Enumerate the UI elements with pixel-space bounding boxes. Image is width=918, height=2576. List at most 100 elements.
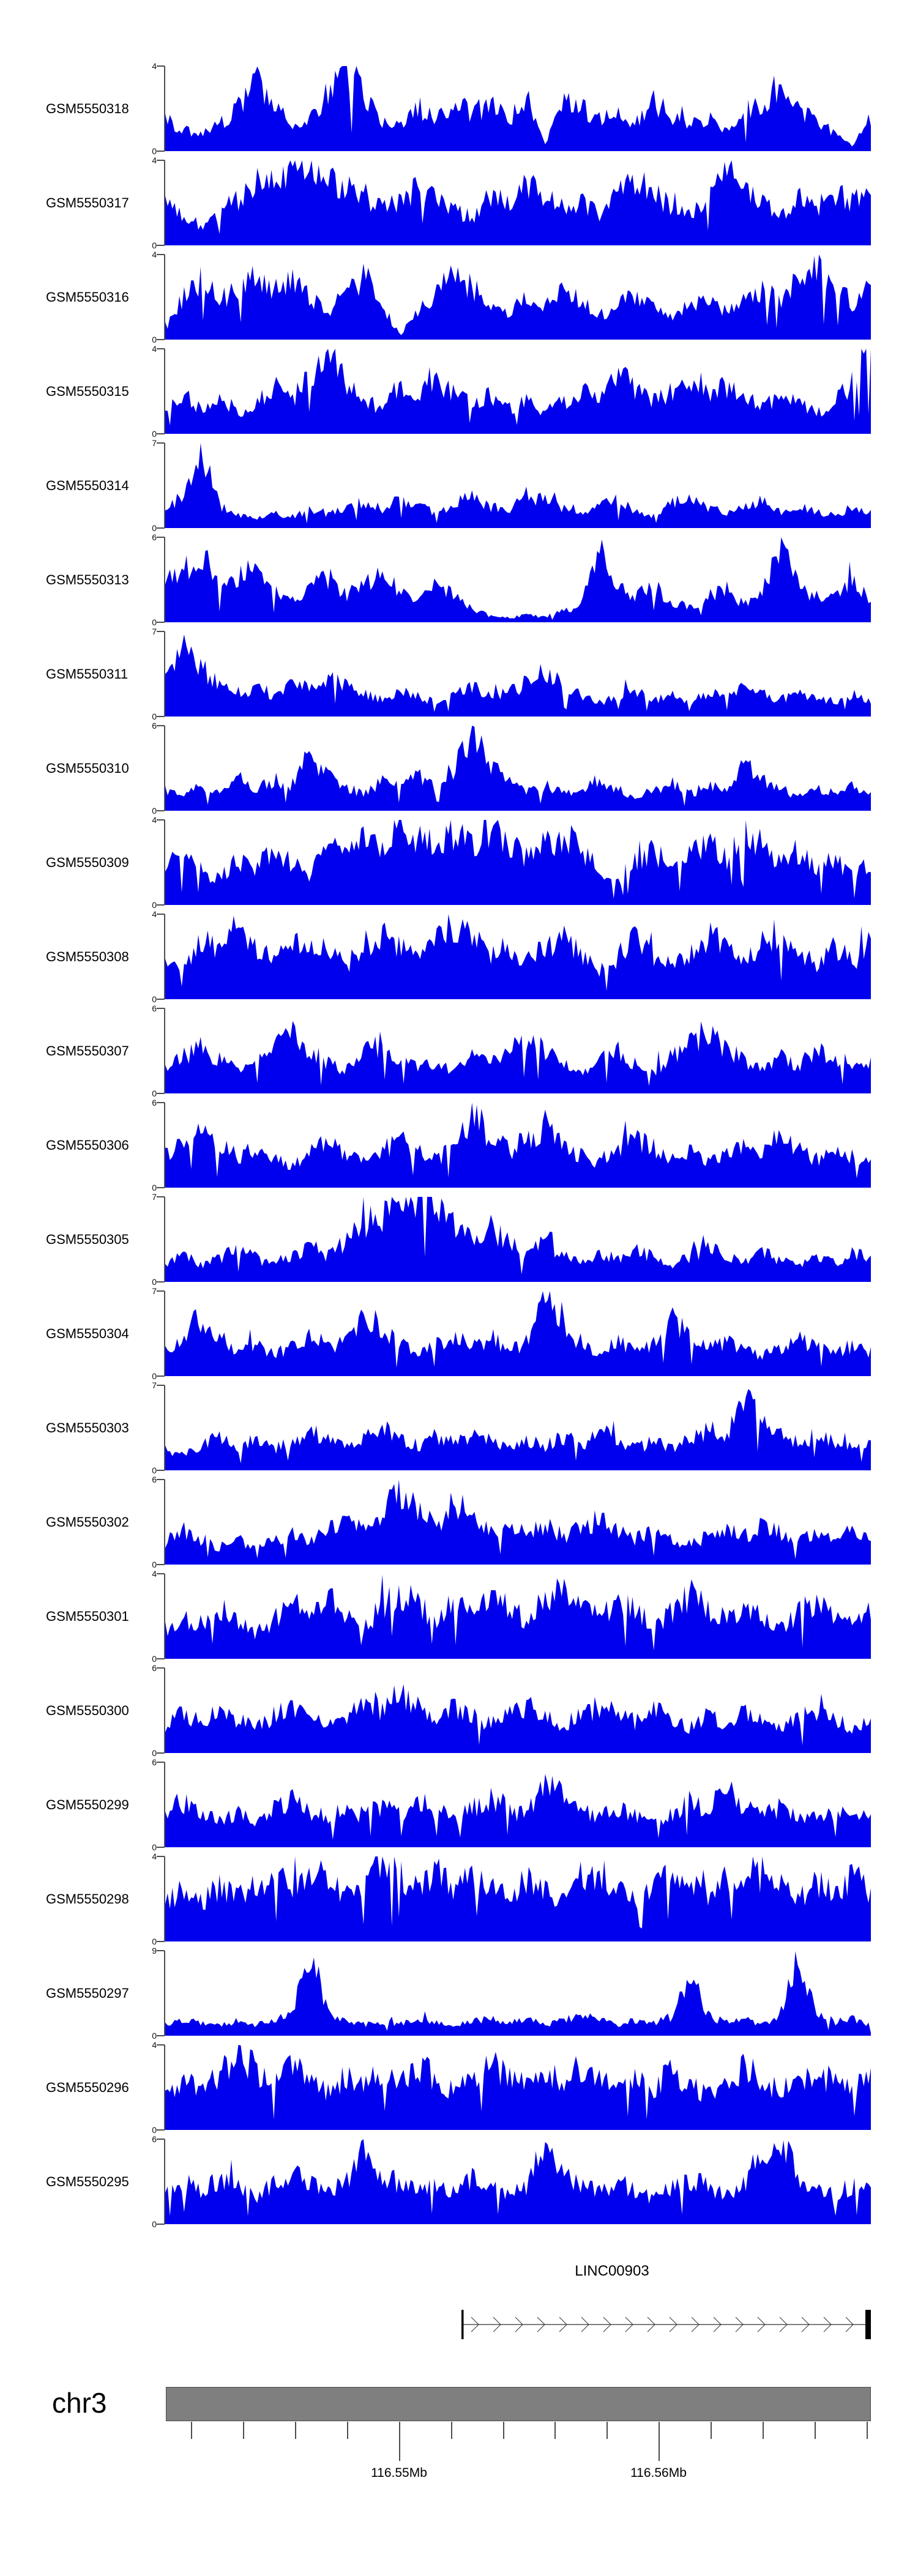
y-axis-tick-bottom: [157, 2035, 165, 2036]
axis-minor-tick: [815, 2422, 816, 2439]
axis-minor-tick: [295, 2422, 296, 2439]
y-axis-zero-label: 0: [152, 523, 157, 533]
track-row: GSM5550298 4 0: [0, 1852, 918, 1946]
y-axis-zero-label: 0: [152, 1748, 157, 1758]
signal-area-plot: [165, 1021, 871, 1093]
y-axis-zero-label: 0: [152, 429, 157, 439]
y-axis-tick-top: [157, 1667, 165, 1669]
y-axis-tick-bottom: [157, 339, 165, 340]
y-axis-tick-top: [157, 537, 165, 538]
y-axis-tick-top: [157, 1008, 165, 1009]
signal-area-plot: [165, 1389, 871, 1470]
track-row: GSM5550306 6 0: [0, 1098, 918, 1192]
strand-direction-arrow-icon: [493, 2317, 501, 2332]
track-row: GSM5550299 6 0: [0, 1758, 918, 1852]
y-axis-line: [164, 2139, 165, 2224]
y-axis-zero-label: 0: [152, 1371, 157, 1381]
y-axis-line: [164, 349, 165, 434]
track-row: GSM5550302 6 0: [0, 1475, 918, 1569]
y-axis-tick-top: [157, 914, 165, 915]
y-axis-tick-bottom: [157, 1470, 165, 1471]
y-axis-max-label: 6: [152, 1475, 157, 1484]
strand-direction-arrow-icon: [625, 2317, 633, 2332]
signal-area-plot: [165, 1574, 871, 1659]
y-axis-zero-label: 0: [152, 1277, 157, 1287]
axis-minor-tick: [867, 2422, 868, 2439]
signal-area-plot: [165, 255, 871, 340]
y-axis-zero-label: 0: [152, 1842, 157, 1852]
gene-model-track: [461, 2310, 871, 2339]
signal-area-plot: [165, 443, 871, 528]
track-row: GSM5550310 6 0: [0, 721, 918, 815]
track-sample-label: GSM5550298: [46, 1891, 129, 1907]
y-axis-max-label: 4: [152, 250, 157, 259]
signal-area-plot: [165, 1774, 871, 1847]
track-sample-label: GSM5550300: [46, 1702, 129, 1718]
signal-area-plot: [165, 1197, 871, 1282]
track-sample-label: GSM5550306: [46, 1137, 129, 1153]
track-sample-label: GSM5550305: [46, 1231, 129, 1247]
track-row: GSM5550300 6 0: [0, 1664, 918, 1757]
y-axis-tick-top: [157, 1290, 165, 1292]
y-axis-tick-bottom: [157, 433, 165, 434]
y-axis-tick-top: [157, 1950, 165, 1951]
track-row: GSM5550308 4 0: [0, 910, 918, 1003]
track-sample-label: GSM5550295: [46, 2173, 129, 2189]
track-sample-label: GSM5550317: [46, 195, 129, 210]
y-axis-max-label: 7: [152, 1380, 157, 1390]
y-axis-tick-top: [157, 819, 165, 821]
strand-direction-arrow-icon: [845, 2317, 854, 2332]
y-axis-line: [164, 1574, 165, 1659]
y-axis-max-label: 6: [152, 1757, 157, 1767]
signal-area-plot: [165, 820, 871, 905]
y-axis-max-label: 4: [152, 1852, 157, 1861]
signal-area-plot: [165, 914, 871, 999]
y-axis-tick-top: [157, 442, 165, 444]
y-axis-max-label: 6: [152, 1663, 157, 1673]
y-axis-line: [164, 914, 165, 999]
y-axis-tick-bottom: [157, 1187, 165, 1188]
track-sample-label: GSM5550316: [46, 289, 129, 305]
y-axis-line: [164, 1291, 165, 1376]
signal-area-plot: [165, 1856, 871, 1941]
axis-minor-tick: [451, 2422, 452, 2439]
strand-direction-arrow-icon: [537, 2317, 545, 2332]
axis-tick-label-left: 116.55Mb: [371, 2466, 427, 2480]
track-sample-label: GSM5550309: [46, 854, 129, 870]
y-axis-max-label: 6: [152, 721, 157, 731]
track-sample-label: GSM5550308: [46, 948, 129, 964]
y-axis-tick-top: [157, 1102, 165, 1103]
y-axis-tick-bottom: [157, 1093, 165, 1094]
y-axis-max-label: 4: [152, 815, 157, 825]
y-axis-max-label: 4: [152, 1569, 157, 1579]
y-axis-zero-label: 0: [152, 240, 157, 250]
track-sample-label: GSM5550296: [46, 2079, 129, 2095]
signal-area-plot: [165, 1684, 871, 1753]
track-row: GSM5550304 7 0: [0, 1287, 918, 1380]
y-axis-tick-bottom: [157, 999, 165, 1000]
gene-name-label: LINC00903: [575, 2263, 649, 2279]
y-axis-tick-top: [157, 1573, 165, 1574]
y-axis-zero-label: 0: [152, 1183, 157, 1193]
y-axis-tick-bottom: [157, 1941, 165, 1942]
y-axis-tick-top: [157, 1479, 165, 1480]
y-axis-zero-label: 0: [152, 2219, 157, 2229]
track-row: GSM5550296 4 0: [0, 2041, 918, 2134]
y-axis-line: [164, 1951, 165, 2036]
y-axis-line: [164, 631, 165, 717]
y-axis-line: [164, 160, 165, 245]
signal-area-plot: [165, 726, 871, 811]
y-axis-tick-top: [157, 1762, 165, 1763]
track-row: GSM5550311 7 0: [0, 627, 918, 721]
chromosome-ideogram: [166, 2387, 871, 2421]
y-axis-max-label: 6: [152, 1003, 157, 1013]
y-axis-line: [164, 1856, 165, 1941]
y-axis-zero-label: 0: [152, 900, 157, 910]
y-axis-max-label: 4: [152, 155, 157, 165]
axis-minor-tick: [554, 2422, 556, 2439]
y-axis-max-label: 6: [152, 1098, 157, 1107]
track-row: GSM5550316 4 0: [0, 250, 918, 344]
signal-area-plot: [165, 537, 871, 622]
y-axis-max-label: 9: [152, 1946, 157, 1956]
strand-direction-arrow-icon: [581, 2317, 589, 2332]
